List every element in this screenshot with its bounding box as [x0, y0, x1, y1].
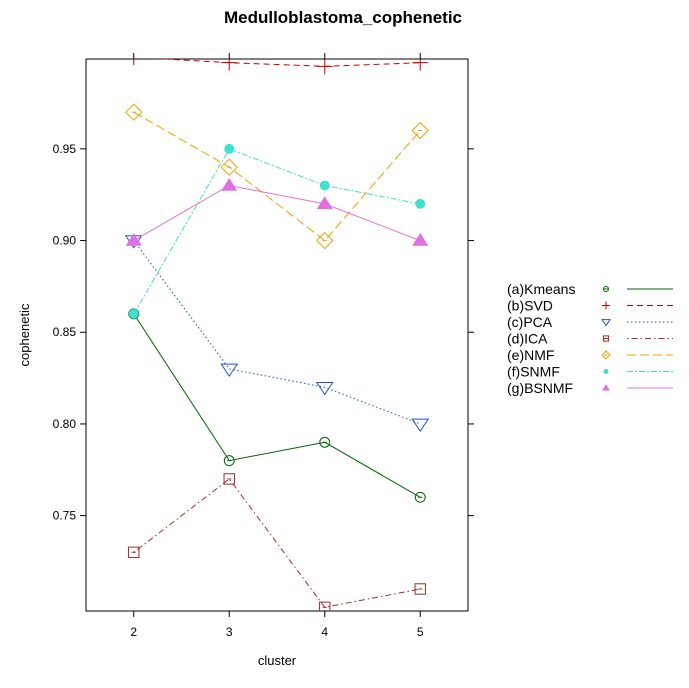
data-point [220, 363, 239, 378]
series-dica [128, 473, 426, 611]
series-line [133, 111, 421, 242]
y-tick-label: 0.85 [53, 325, 77, 339]
data-point [125, 232, 142, 246]
legend-label: (f)SNMF [507, 364, 560, 380]
data-point [128, 308, 139, 319]
legend-item: (f)SNMF [507, 364, 673, 380]
data-point [319, 180, 330, 191]
data-point [128, 546, 140, 559]
x-tick-label: 2 [130, 625, 137, 639]
data-point [415, 198, 426, 209]
data-point [316, 231, 334, 250]
legend-item: (b)SVD [507, 298, 673, 314]
y-tick-label: 0.80 [53, 417, 77, 431]
data-point [319, 436, 331, 448]
series-line [133, 313, 421, 498]
y-axis: 0.75 0.80 0.85 0.90 0.95 [53, 142, 474, 523]
legend-marker [603, 286, 609, 292]
data-point [223, 473, 235, 485]
data-point [125, 103, 143, 121]
legend-item: (c)PCA [507, 314, 673, 330]
legend-marker [603, 369, 609, 374]
data-point [315, 381, 334, 396]
legend-label: (d)ICA [507, 331, 548, 347]
legend-item: (e)NMF [507, 347, 673, 363]
data-point [220, 158, 238, 176]
legend-marker [601, 350, 611, 360]
data-point [414, 491, 426, 503]
series-bsvd [133, 59, 429, 75]
data-point [412, 232, 429, 246]
legend-marker [602, 301, 610, 310]
legend-label: (e)NMF [507, 347, 554, 363]
data-point [316, 196, 333, 210]
x-tick-label: 5 [417, 625, 424, 639]
x-axis-label: cluster [258, 653, 297, 668]
data-point [223, 455, 235, 467]
legend-item: (d)ICA [507, 331, 673, 347]
series-line [133, 184, 421, 242]
legend-label: (a)Kmeans [507, 281, 575, 297]
y-tick-label: 0.95 [53, 142, 77, 156]
x-tick-label: 3 [226, 625, 233, 639]
legend-label: (c)PCA [507, 314, 553, 330]
legend-marker [602, 335, 610, 342]
legend-marker [602, 384, 610, 391]
series-enmf [125, 103, 429, 250]
y-axis-label: cophenetic [17, 303, 32, 366]
legend-item: (a)Kmeans [507, 281, 673, 297]
x-axis: 2 3 4 5 [130, 53, 424, 639]
y-tick-label: 0.90 [53, 234, 77, 248]
series-gbsnmf [125, 177, 429, 246]
series-layer [124, 59, 430, 611]
plot-frame [85, 58, 469, 612]
data-point [224, 143, 235, 154]
data-point [411, 121, 429, 140]
data-point [221, 177, 238, 191]
data-point [411, 418, 430, 433]
data-point [319, 601, 331, 611]
x-tick-label: 4 [321, 625, 328, 639]
data-point [221, 59, 238, 71]
y-tick-label: 0.75 [53, 509, 77, 523]
legend: (a)Kmeans(b)SVD(c)PCA(d)ICA(e)NMF(f)SNMF… [507, 281, 673, 396]
legend-marker [601, 319, 611, 327]
series-line [133, 478, 421, 608]
chart-title: Medulloblastoma_cophenetic [224, 8, 462, 27]
legend-item: (g)BSNMF [507, 380, 673, 396]
series-line [133, 148, 421, 315]
series-line [133, 240, 421, 425]
data-point [414, 583, 426, 595]
data-point [316, 59, 333, 75]
series-line [156, 59, 421, 67]
series-fsnmf [128, 143, 426, 319]
data-point [412, 59, 429, 71]
data-point [133, 59, 135, 66]
legend-label: (g)BSNMF [507, 380, 573, 396]
series-akmeans [128, 308, 426, 503]
legend-label: (b)SVD [507, 298, 553, 314]
series-cpca [124, 235, 430, 433]
